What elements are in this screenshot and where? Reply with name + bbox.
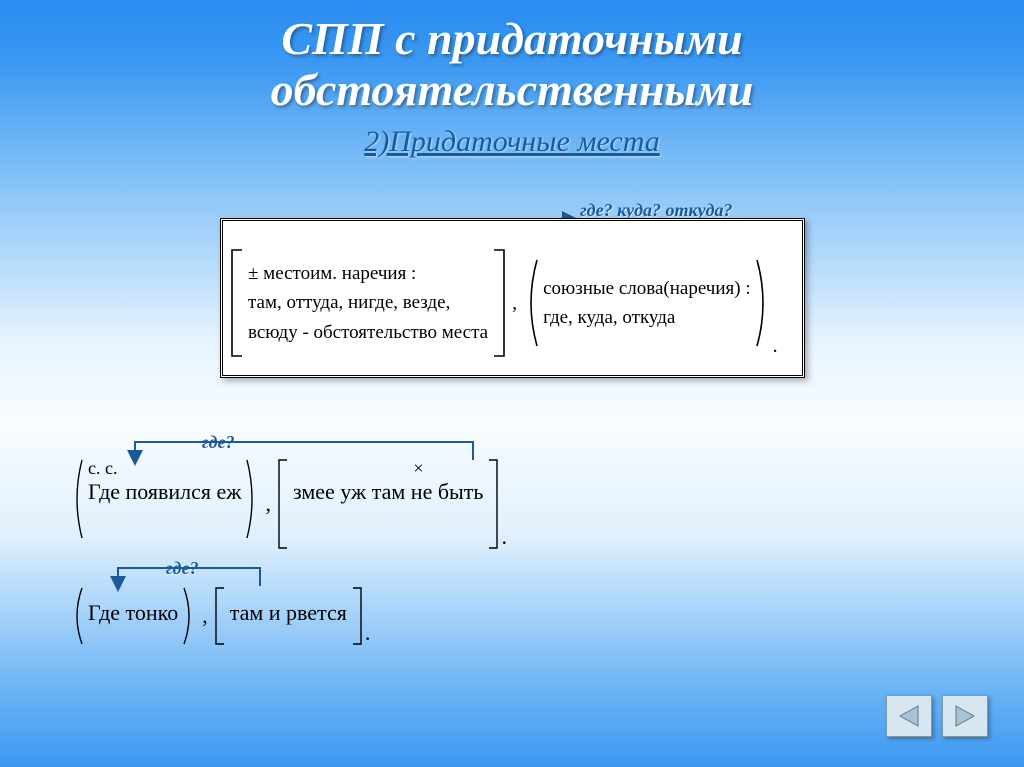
ex2-end: . (365, 620, 371, 646)
page-title: СПП с придаточными обстоятельственными (0, 0, 1024, 115)
ex2-sep: , (202, 603, 208, 629)
right-line1: союзные слова(наречия) : (543, 274, 751, 303)
ex1-main-text: змее уж там не быть (293, 479, 483, 505)
right-paren-open (523, 258, 539, 348)
prev-button[interactable] (886, 695, 932, 737)
left-square-bracket-close (492, 248, 506, 358)
schema-left-cell: ± местоим. наречия : там, оттуда, нигде,… (244, 255, 492, 351)
triangle-right-icon (952, 703, 978, 729)
ex1-end: . (501, 524, 507, 550)
example-2: Где тонко , там и рвется . (70, 586, 370, 646)
right-line2: где, куда, откуда (543, 303, 751, 332)
example-1: с. с. Где появился еж , × змее уж там не… (70, 458, 507, 550)
ex1-sep: , (265, 491, 271, 517)
ex1-annot-left: с. с. (88, 458, 241, 479)
next-button[interactable] (942, 695, 988, 737)
ex2-paren-open (70, 586, 84, 646)
triangle-left-icon (896, 703, 922, 729)
subtitle: 2)Придаточные места (0, 125, 1024, 159)
ex1-sub-cell: с. с. Где появился еж (84, 458, 245, 505)
nav-controls (886, 695, 988, 737)
schema-right-cell: союзные слова(наречия) : где, куда, отку… (539, 270, 755, 337)
schema-terminator: . (773, 335, 778, 358)
left-line3: всюду - обстоятельство места (248, 318, 488, 347)
left-line1: ± местоим. наречия : (248, 259, 488, 288)
title-line-2: обстоятельственными (271, 64, 754, 115)
left-line2: там, оттуда, нигде, везде, (248, 288, 488, 317)
left-square-bracket-open (230, 248, 244, 358)
ex2-arrow (70, 554, 470, 590)
ex1-sub-text: Где появился еж (88, 479, 241, 505)
ex2-main-text: там и рвется (226, 586, 351, 626)
ex2-sub-text: Где тонко (84, 586, 182, 626)
ex2-sq-close (351, 586, 363, 646)
right-paren-close (755, 258, 771, 348)
ex1-paren-open (70, 458, 84, 540)
ex1-sq-close (487, 458, 499, 550)
ex1-annot-right: × (293, 458, 483, 479)
title-line-1: СПП с придаточными (281, 13, 742, 64)
schema-separator: , (512, 292, 517, 315)
ex2-paren-close (182, 586, 196, 646)
ex1-paren-close (245, 458, 259, 540)
ex1-main-cell: × змее уж там не быть (289, 458, 487, 505)
ex2-sq-open (214, 586, 226, 646)
slide-content: СПП с придаточными обстоятельственными 2… (0, 0, 1024, 767)
ex1-sq-open (277, 458, 289, 550)
schema-row: ± местоим. наречия : там, оттуда, нигде,… (230, 248, 778, 358)
